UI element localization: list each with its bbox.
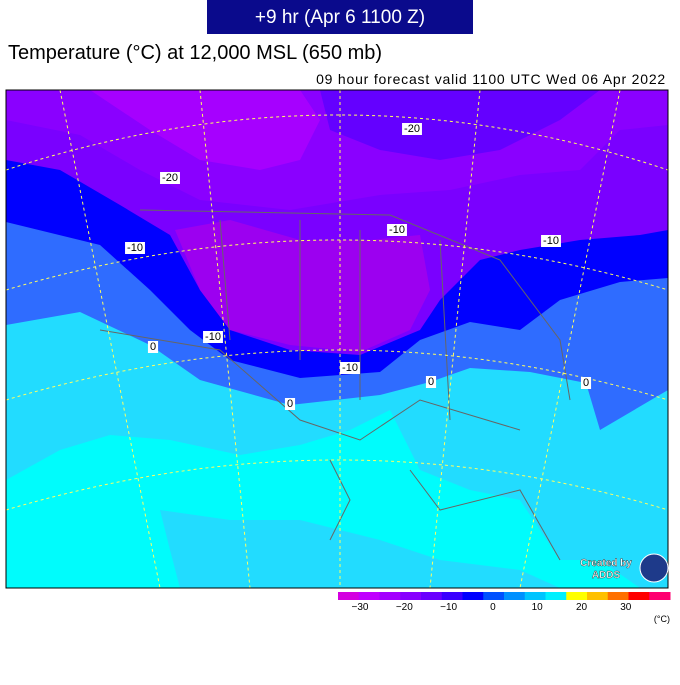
badge-box: [207, 0, 473, 34]
colorbar: −30 −20 −10 0 10 20 30 (°C): [338, 592, 671, 624]
contour-label: -20: [404, 123, 420, 135]
contour-label-box: [203, 331, 223, 343]
colorbar-label: 0: [490, 602, 496, 613]
colorbar-label: −30: [352, 602, 369, 613]
colorbar-swatch: [524, 592, 546, 600]
colorbar-swatch: [545, 592, 567, 600]
map: [6, 90, 668, 588]
colorbar-swatch: [421, 592, 443, 600]
contour-label: 0: [287, 398, 293, 410]
colorbar-swatch: [628, 592, 650, 600]
contour-labels: -20 -20 -10 -10 -10 -10 -10 0 0 0 0: [125, 123, 592, 410]
colorbar-swatch: [441, 592, 463, 600]
contour-label-box: [425, 376, 437, 388]
colorbar-swatch: [338, 592, 360, 600]
logo-text: ADDS: [592, 570, 621, 581]
logo-text: Created by: [580, 558, 632, 569]
contour-label: -20: [162, 172, 178, 184]
contour-label: -10: [342, 362, 358, 374]
contour-label: -10: [389, 224, 405, 236]
colorbar-swatch: [400, 592, 422, 600]
colorbar-swatch: [566, 592, 588, 600]
contour-label: -10: [543, 235, 559, 247]
contour-label: 0: [150, 341, 156, 353]
contour-label: 0: [583, 377, 589, 389]
contour-label: -10: [127, 242, 143, 254]
contour-label: -10: [205, 331, 221, 343]
colorbar-label: 20: [576, 602, 588, 613]
colorbar-swatch: [504, 592, 526, 600]
colorbar-swatch: [379, 592, 401, 600]
contour-label: 0: [428, 376, 434, 388]
colorbar-label: 30: [620, 602, 632, 613]
colorbar-swatch: [358, 592, 380, 600]
contour-label-box: [580, 377, 592, 389]
badge: +9 hr (Apr 6 1100 Z): [255, 7, 425, 28]
colorbar-swatch: [587, 592, 609, 600]
colorbar-swatch: [483, 592, 505, 600]
contour-label-box: [541, 235, 561, 247]
contour-label-box: [125, 242, 145, 254]
colorbar-swatch: [607, 592, 629, 600]
contour-label-box: [284, 398, 296, 410]
colorbar-label: −20: [396, 602, 413, 613]
colorbar-label: 10: [532, 602, 544, 613]
contour-label-box: [160, 172, 180, 184]
title: Temperature (°C) at 12,000 MSL (650 mb): [8, 42, 382, 64]
colorbar-label: −10: [440, 602, 457, 613]
contour-label-box: [340, 362, 360, 374]
contour-label-box: [387, 224, 407, 236]
colorbar-swatch: [462, 592, 484, 600]
subtitle: 09 hour forecast valid 1100 UTC Wed 06 A…: [316, 71, 666, 87]
colorbar-swatch: [649, 592, 671, 600]
contour-label-box: [402, 123, 422, 135]
contour-label-box: [147, 341, 159, 353]
colorbar-unit: (°C): [654, 614, 670, 624]
noaa-logo: [639, 553, 669, 583]
